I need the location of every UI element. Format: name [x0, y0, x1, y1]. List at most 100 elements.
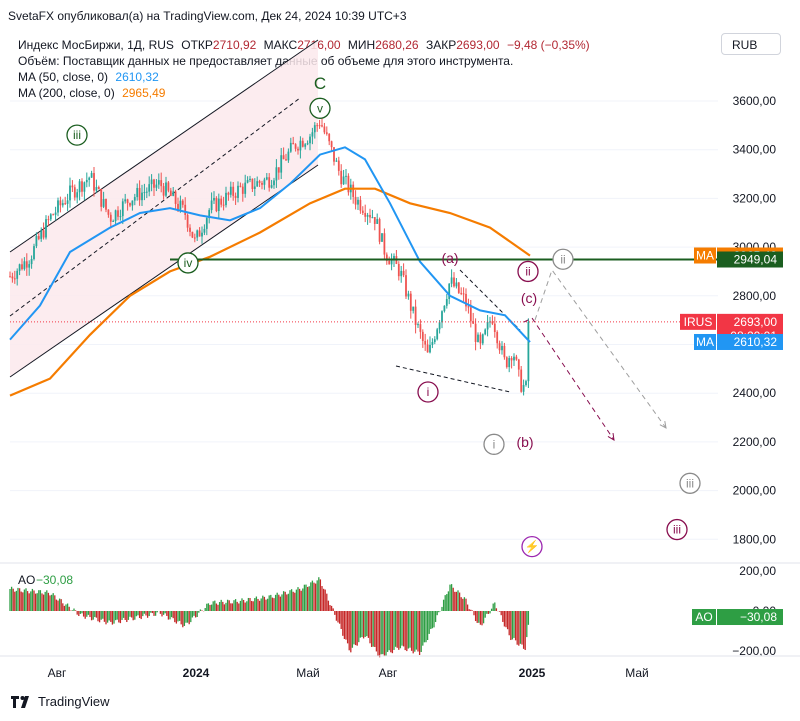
candle-body: [54, 212, 57, 215]
candle-body: [241, 186, 244, 194]
candle-body: [215, 197, 218, 212]
wave-circle: [666, 518, 688, 541]
candle-body: [474, 323, 477, 342]
ao-value-label: −30,08: [740, 610, 777, 624]
candle-body: [409, 293, 412, 311]
channel-upper-line: [9, 39, 319, 253]
projection-arrow-red-head: [607, 432, 615, 441]
candle-body: [441, 311, 443, 323]
candle-body: [342, 176, 345, 185]
candle-body: [258, 181, 261, 183]
candle-body: [13, 278, 16, 280]
candle-body: [189, 227, 191, 232]
candle-body: [239, 185, 242, 187]
footer[interactable]: TradingView: [10, 694, 110, 709]
candle-body: [424, 341, 427, 345]
candle-body: [90, 173, 93, 178]
price-tick-label: 2800,00: [733, 289, 777, 303]
candle-body: [256, 181, 259, 187]
high-label: МАКС: [263, 38, 298, 52]
wave-label-red-i: i: [417, 381, 439, 403]
candle-body: [289, 142, 292, 152]
candle-body: [325, 132, 328, 134]
candle-body: [126, 199, 129, 204]
candle-body: [234, 195, 237, 198]
wave-text: ii: [560, 252, 565, 266]
candle-body: [426, 344, 429, 353]
price-axis: 3600,003400,003200,003000,002800,002600,…: [733, 94, 777, 546]
candle-body: [95, 186, 98, 191]
candle-body: [501, 345, 503, 351]
candle-body: [421, 331, 424, 342]
wedge-lower-line: [395, 365, 511, 393]
ao-value-box: [717, 609, 783, 626]
candle-body: [225, 192, 227, 206]
tradingview-logo-icon: [11, 695, 29, 708]
candle-body: [493, 323, 496, 333]
candle-body: [222, 204, 225, 206]
candle-body: [16, 270, 19, 279]
candle-body: [198, 230, 201, 237]
candle-body: [508, 358, 511, 368]
candle-body: [155, 184, 158, 188]
candle-body: [237, 185, 239, 198]
ma200-legend[interactable]: MA (200, close, 0) 2965,49: [18, 85, 590, 101]
price-label-level-1[interactable]: 2949,04: [717, 251, 783, 268]
price-tick-label: 3600,00: [733, 94, 777, 108]
open-label: ОТКР: [181, 38, 213, 52]
candle-body: [40, 230, 43, 239]
price-label-ma-3[interactable]: MA 2610,32: [694, 333, 783, 350]
wave-label-purple-⚡: ⚡: [521, 535, 543, 558]
candle-body: [69, 185, 71, 201]
candle-body: [232, 186, 235, 196]
ao-axis-label[interactable]: AO −30,08: [692, 609, 783, 626]
candle-body: [520, 369, 523, 392]
candle-body: [35, 236, 38, 247]
candle-body: [66, 200, 69, 204]
candle-body: [280, 155, 283, 173]
candle-body: [388, 260, 391, 265]
candle-body: [246, 179, 249, 183]
candle-body: [419, 324, 422, 332]
tradingview-brand: TradingView: [38, 694, 110, 709]
candle-body: [393, 256, 395, 260]
candle-body: [328, 133, 331, 142]
currency-button[interactable]: RUB: [721, 33, 781, 55]
candle-body: [169, 190, 172, 196]
time-tick-label: Авг: [379, 666, 398, 680]
candle-body: [304, 144, 307, 147]
candle-body: [299, 140, 302, 151]
candle-body: [179, 200, 182, 210]
candle-body: [33, 246, 35, 260]
symbol-label[interactable]: Индекс МосБиржи, 1Д, RUS: [18, 38, 174, 52]
candle-body: [486, 321, 489, 330]
candle-body: [227, 192, 230, 195]
wave-text: ⚡: [525, 540, 540, 554]
candle-body: [364, 212, 367, 217]
candle-body: [448, 283, 451, 300]
candle-body: [405, 275, 407, 297]
price-grid: [10, 100, 718, 540]
candle-body: [429, 344, 431, 353]
candle-body: [306, 143, 309, 145]
candle-body: [117, 210, 119, 217]
ma50-value: 2610,32: [115, 70, 159, 84]
open-value: 2710,92: [212, 38, 257, 52]
candle-body: [376, 219, 379, 224]
ohlc-row: Индекс МосБиржи, 1Д, RUS ОТКР2710,92 МАК…: [18, 37, 590, 53]
ma50-line[interactable]: [9, 146, 531, 343]
wave-text: iii: [73, 128, 81, 142]
candle-body: [513, 356, 515, 361]
price-axis-labels: MA2965,492949,04IRUS2693,0008:20:01MA261…: [680, 247, 783, 350]
candle-body: [244, 182, 247, 194]
candle-body: [102, 198, 105, 207]
ma50-legend[interactable]: MA (50, close, 0) 2610,32: [18, 69, 590, 85]
price-label-tag-box: [680, 313, 716, 330]
ma200-value: 2965,49: [122, 86, 166, 100]
time-tick-label: 2024: [183, 666, 210, 680]
price-tick-label: 2400,00: [733, 386, 777, 400]
ma200-line[interactable]: [9, 187, 531, 397]
candle-body: [378, 219, 381, 242]
candle-body: [129, 203, 131, 206]
